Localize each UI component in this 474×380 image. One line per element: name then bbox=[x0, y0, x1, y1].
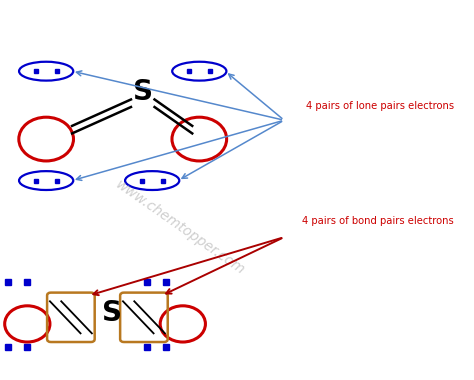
Text: S: S bbox=[102, 299, 122, 326]
Text: www.chemtopper.com: www.chemtopper.com bbox=[113, 178, 248, 278]
Text: 4 pairs of bond pairs electrons: 4 pairs of bond pairs electrons bbox=[302, 216, 454, 226]
Text: S: S bbox=[133, 78, 153, 106]
Text: 4 pairs of lone pairs electrons: 4 pairs of lone pairs electrons bbox=[306, 101, 454, 111]
